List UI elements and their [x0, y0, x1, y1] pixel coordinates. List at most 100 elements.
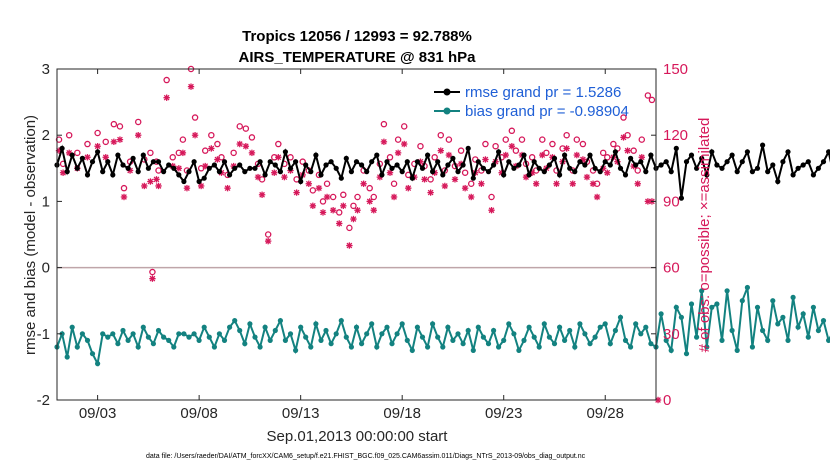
rmse-point [359, 162, 365, 168]
bias-point [328, 341, 334, 347]
left-y-tick-label: 1 [42, 193, 50, 210]
rmse-point [744, 149, 751, 155]
obs-possible-marker [467, 180, 475, 187]
rmse-point [232, 165, 238, 171]
rmse-point [298, 178, 304, 185]
rmse-point [445, 162, 451, 168]
rmse-point [602, 159, 608, 165]
rmse-point [800, 162, 806, 168]
rmse-point [749, 169, 756, 175]
rmse-point [105, 159, 111, 165]
bias-point [729, 327, 735, 334]
obs-possible-marker [55, 136, 63, 143]
obs-assimilated-marker [149, 275, 156, 282]
rmse-point [780, 159, 786, 165]
obs-possible-marker [390, 180, 398, 187]
rmse-point [643, 169, 649, 175]
obs-assimilated-marker [102, 154, 109, 161]
bias-point [501, 337, 507, 343]
rmse-point [176, 172, 182, 178]
bias-point [815, 327, 822, 334]
obs-assimilated-marker [248, 149, 256, 157]
bias-point [313, 321, 319, 327]
bias-point [267, 337, 273, 343]
bias-point [770, 298, 776, 304]
bias-point [628, 344, 634, 350]
obs-possible-marker [620, 114, 627, 121]
rmse-point [135, 169, 141, 175]
bias-point [135, 344, 141, 350]
bias-point [597, 324, 603, 330]
rmse-point [663, 159, 669, 165]
bias-point [282, 337, 288, 343]
x-axis-label: Sep.01,2013 00:00:00 start [267, 428, 449, 445]
bias-point [120, 327, 126, 334]
bias-point [531, 334, 537, 340]
rmse-point [293, 159, 299, 165]
obs-assimilated-marker [350, 215, 357, 223]
right-y-tick-label: 90 [663, 193, 680, 210]
rmse-point [694, 165, 700, 171]
left-y-axis: 3 2 1 0 -1 -2 [37, 61, 62, 409]
rmse-point [785, 149, 791, 155]
chart-subtitle: AIRS_TEMPERATURE @ 831 hPa [239, 49, 477, 66]
rmse-point [419, 165, 426, 171]
rmse-point [562, 152, 568, 158]
obs-assimilated-marker [451, 176, 459, 183]
rmse-point [460, 162, 466, 168]
bias-point [95, 361, 101, 367]
rmse-point [683, 159, 690, 165]
obs-assimilated-marker [441, 182, 449, 190]
rmse-point [810, 172, 817, 178]
plot-content [54, 65, 830, 404]
obs-assimilated-marker [508, 143, 516, 150]
rmse-point [303, 162, 309, 168]
obs-assimilated-marker [275, 154, 282, 161]
obs-assimilated-marker [604, 169, 611, 176]
bias-point [125, 337, 131, 343]
legend-rmse-label: rmse grand pr = 1.5286 [465, 84, 621, 101]
obs-possible-marker [309, 187, 317, 194]
bias-point [475, 324, 481, 330]
obs-possible-marker [579, 140, 587, 148]
rmse-point [206, 165, 212, 171]
bias-point [749, 344, 756, 350]
obs-possible-marker [512, 147, 520, 154]
rmse-point [267, 159, 273, 165]
rmse-point [638, 159, 644, 165]
rmse-point [313, 152, 319, 158]
bias-point [826, 337, 830, 343]
rmse-point [607, 162, 613, 168]
bias-point [709, 304, 715, 310]
rmse-point [592, 165, 598, 171]
obs-assimilated-marker [224, 184, 231, 192]
bias-point [724, 288, 730, 294]
right-y-tick-label: 150 [663, 61, 688, 78]
obs-possible-marker [427, 176, 434, 183]
bias-point [338, 318, 344, 324]
bias-point [820, 318, 827, 324]
bias-point [166, 337, 172, 343]
obs-possible-marker [299, 158, 306, 165]
left-y-tick-label: 2 [42, 127, 50, 144]
bias-point [485, 341, 492, 347]
obs-assimilated-marker [264, 237, 272, 245]
obs-assimilated-marker [110, 138, 118, 146]
obs-assimilated-marker [135, 132, 142, 139]
obs-possible-marker [201, 147, 209, 154]
obs-possible-marker [599, 149, 607, 157]
bias-point [734, 347, 740, 353]
obs-assimilated-marker [573, 151, 581, 159]
bias-point [247, 321, 253, 327]
rmse-point [348, 169, 354, 175]
obs-assimilated-marker [141, 182, 148, 190]
bias-point [343, 334, 349, 340]
x-tick-label: 09/18 [383, 405, 421, 422]
bias-point [105, 334, 111, 340]
bias-point [176, 331, 182, 337]
bias-point [409, 347, 415, 353]
obs-assimilated-marker [155, 182, 162, 190]
obs-assimilated-marker [421, 176, 428, 183]
rmse-point [191, 159, 197, 165]
